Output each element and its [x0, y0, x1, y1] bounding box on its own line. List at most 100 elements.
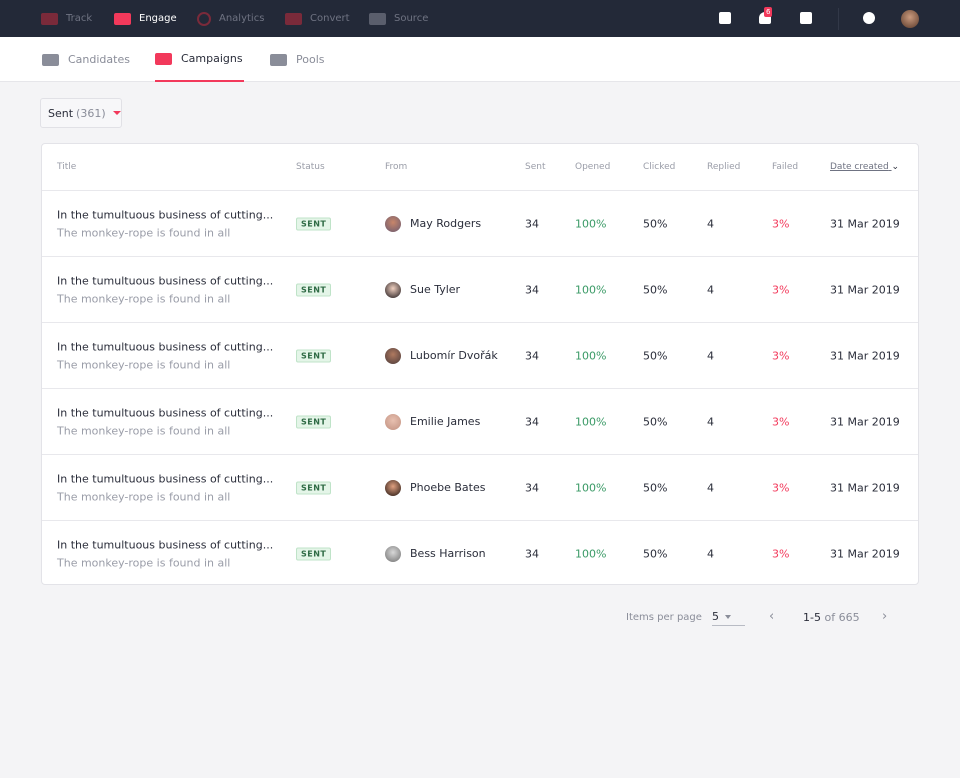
date-created-value: 31 Mar 2019 — [830, 217, 900, 230]
status-badge: SENT — [296, 481, 332, 494]
from-cell: May Rodgers — [385, 215, 482, 232]
failed-value: 3% — [772, 283, 790, 296]
campaign-title[interactable]: In the tumultuous business of cutting... — [57, 340, 274, 353]
replied-value: 4 — [707, 283, 714, 296]
table-row[interactable]: In the tumultuous business of cutting...… — [42, 322, 918, 388]
column-header-clicked: Clicked — [643, 162, 676, 172]
table-row[interactable]: In the tumultuous business of cutting...… — [42, 190, 918, 256]
table-row[interactable]: In the tumultuous business of cutting...… — [42, 388, 918, 454]
sender-name: Phoebe Bates — [410, 480, 486, 494]
nav-source[interactable]: Source — [369, 0, 428, 37]
items-per-page-select[interactable]: 5 — [712, 610, 745, 626]
opened-value: 100% — [575, 547, 607, 560]
opened-value: 100% — [575, 415, 607, 428]
clicked-value: 50% — [643, 283, 668, 296]
table-row[interactable]: In the tumultuous business of cutting...… — [42, 454, 918, 520]
avatar — [385, 545, 401, 562]
replied-value: 4 — [707, 217, 714, 230]
prev-page-button[interactable]: ‹ — [769, 609, 775, 624]
column-header-status: Status — [296, 162, 325, 172]
nav-analytics[interactable]: Analytics — [197, 0, 264, 37]
status-badge: SENT — [296, 217, 332, 230]
source-icon — [369, 12, 386, 25]
clipboard-icon[interactable] — [719, 12, 731, 24]
items-per-page-label: Items per page — [626, 612, 702, 623]
avatar — [385, 347, 401, 364]
nav-label: Engage — [139, 13, 177, 24]
filter-label: Sent — [48, 106, 74, 120]
title-cell: In the tumultuous business of cutting...… — [57, 406, 273, 437]
tab-label: Pools — [296, 53, 325, 66]
from-cell: Emilie James — [385, 413, 480, 430]
column-header-sent: Sent — [525, 162, 546, 172]
failed-value: 3% — [772, 349, 790, 362]
tab-candidates[interactable]: Candidates — [42, 37, 130, 82]
from-cell: Sue Tyler — [385, 281, 461, 298]
campaign-title[interactable]: In the tumultuous business of cutting... — [57, 406, 274, 419]
tab-campaigns[interactable]: Campaigns — [155, 37, 244, 82]
caret-down-icon — [112, 111, 121, 115]
date-created-value: 31 Mar 2019 — [830, 547, 900, 560]
campaign-title[interactable]: In the tumultuous business of cutting... — [57, 274, 274, 287]
campaign-title[interactable]: In the tumultuous business of cutting... — [57, 538, 274, 551]
avatar — [385, 479, 401, 496]
title-cell: In the tumultuous business of cutting...… — [57, 340, 273, 371]
filter-count: (361) — [76, 106, 106, 120]
replied-value: 4 — [707, 481, 714, 494]
sent-value: 34 — [525, 349, 539, 362]
from-cell: Bess Harrison — [385, 545, 486, 562]
sent-value: 34 — [525, 547, 539, 560]
column-header-opened: Opened — [575, 162, 611, 172]
table-row[interactable]: In the tumultuous business of cutting...… — [42, 256, 918, 322]
nav-track[interactable]: Track — [41, 0, 92, 37]
campaign-title[interactable]: In the tumultuous business of cutting... — [57, 472, 274, 485]
chevron-down-icon: ⌄ — [891, 162, 900, 172]
sender-name: Sue Tyler — [410, 282, 461, 296]
sender-name: May Rodgers — [410, 216, 482, 230]
user-avatar[interactable] — [901, 10, 919, 28]
top-bar: Track Engage Analytics Convert Source 6 — [0, 0, 960, 37]
pools-icon — [270, 53, 287, 66]
sort-label: Date created — [830, 162, 889, 172]
avatar — [385, 413, 401, 430]
nav-engage[interactable]: Engage — [114, 0, 177, 37]
clicked-value: 50% — [643, 349, 668, 362]
date-created-value: 31 Mar 2019 — [830, 415, 900, 428]
nav-label: Track — [66, 13, 93, 24]
campaigns-table: Title Status From Sent Opened Clicked Replied F… — [41, 143, 919, 585]
replied-value: 4 — [707, 547, 714, 560]
opened-value: 100% — [575, 217, 607, 230]
page-total: of 665 — [824, 611, 860, 624]
from-cell: Lubomír Dvořák — [385, 347, 498, 364]
date-created-value: 31 Mar 2019 — [830, 283, 900, 296]
status-filter-dropdown[interactable]: Sent (361) — [40, 98, 122, 128]
clicked-value: 50% — [643, 217, 668, 230]
campaign-subtitle: The monkey-rope is found in all — [57, 292, 231, 305]
next-page-button[interactable]: › — [882, 609, 888, 624]
date-created-value: 31 Mar 2019 — [830, 349, 900, 362]
opened-value: 100% — [575, 481, 607, 494]
date-created-value: 31 Mar 2019 — [830, 481, 900, 494]
table-row[interactable]: In the tumultuous business of cutting...… — [42, 520, 918, 586]
campaign-subtitle: The monkey-rope is found in all — [57, 490, 231, 503]
column-header-date-created[interactable]: Date created ⌄ — [830, 162, 899, 172]
analytics-icon — [197, 11, 211, 26]
status-badge: SENT — [296, 415, 332, 428]
tab-pools[interactable]: Pools — [270, 37, 325, 82]
clicked-value: 50% — [643, 547, 668, 560]
avatar — [385, 215, 401, 232]
nav-convert[interactable]: Convert — [285, 0, 350, 37]
help-icon[interactable] — [863, 12, 875, 24]
campaign-title[interactable]: In the tumultuous business of cutting... — [57, 208, 274, 221]
clicked-value: 50% — [643, 415, 668, 428]
people-icon — [42, 53, 59, 66]
campaign-subtitle: The monkey-rope is found in all — [57, 556, 231, 569]
opened-value: 100% — [575, 283, 607, 296]
column-header-title: Title — [57, 162, 77, 172]
calendar-icon[interactable] — [800, 12, 812, 24]
status-badge: SENT — [296, 283, 332, 296]
avatar — [385, 281, 401, 298]
per-page-value: 5 — [712, 610, 719, 623]
caret-down-icon — [725, 615, 731, 619]
from-cell: Phoebe Bates — [385, 479, 486, 496]
